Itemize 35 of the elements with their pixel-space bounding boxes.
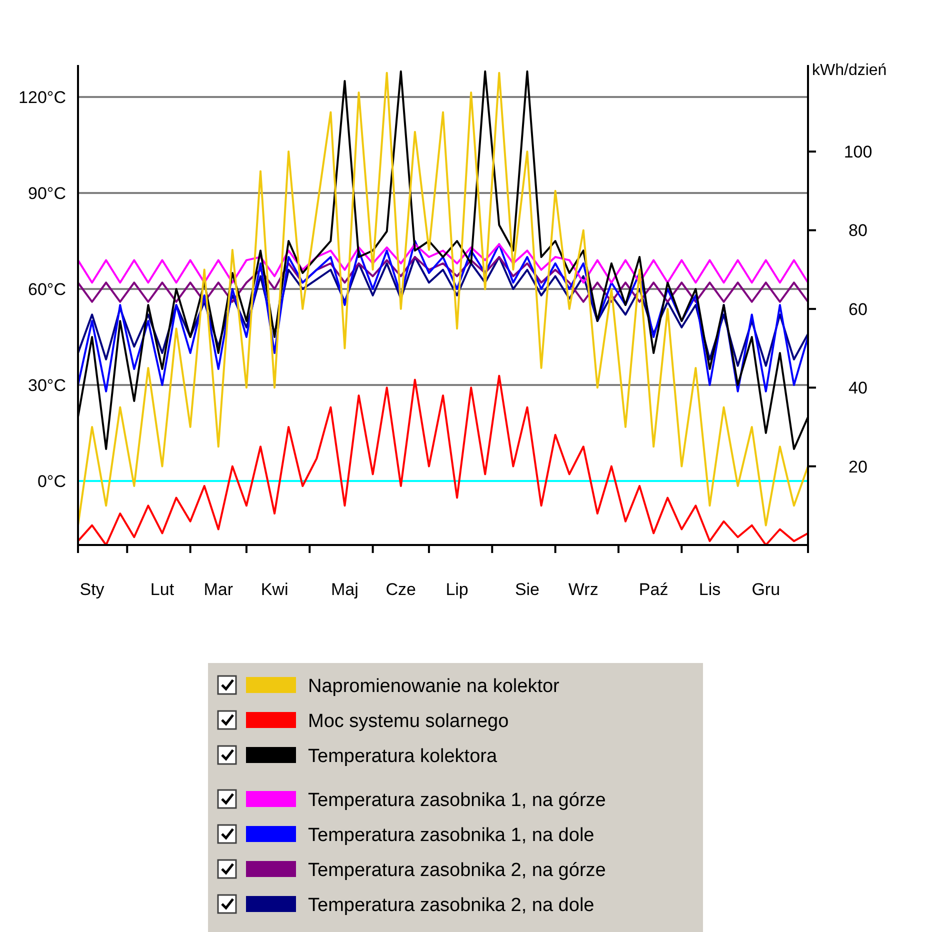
x-tick-label: Paź [638,580,668,599]
y2-tick-label: 40 [848,378,868,398]
x-tick-label: Wrz [568,580,598,599]
y-tick-label: 30°C [28,376,66,395]
x-tick-label: Mar [204,580,234,599]
y2-axis-title: kWh/dzień [812,62,887,79]
x-tick-label: Lip [446,580,468,599]
legend-label: Temperatura zasobnika 1, na górze [308,790,606,811]
legend-label: Temperatura zasobnika 2, na dole [308,895,594,916]
y-tick-label: 90°C [28,184,66,203]
x-tick-label: Maj [331,580,358,599]
line-series [77,240,809,392]
line-series [77,256,809,303]
line-series [77,256,809,367]
x-tick-label: Sty [80,580,105,599]
line-series [77,72,809,526]
legend-label: Temperatura zasobnika 1, na dole [308,825,594,846]
y2-tick-label: 60 [848,300,868,319]
legend-label: Temperatura zasobnika 2, na górze [308,860,606,881]
legend-label: Napromienowanie na kolektor [308,676,560,697]
y-tick-label: 120°C [18,88,66,107]
y-tick-label: 60°C [28,280,66,299]
x-tick-label: Kwi [260,580,288,599]
x-tick-label: Cze [386,580,416,599]
y2-tick-label: 80 [848,221,868,240]
x-tick-label: Sie [514,580,540,599]
legend-label: Moc systemu solarnego [308,711,509,732]
y2-tick-label: 20 [848,457,868,476]
x-tick-label: Lut [150,580,174,599]
y-tick-label: 0°C [37,472,66,491]
x-tick-label: Lis [698,580,721,599]
x-tick-label: Gru [752,580,780,599]
line-series [77,243,809,284]
y2-tick-label: 100 [844,142,872,162]
legend-label: Temperatura kolektora [308,746,498,767]
